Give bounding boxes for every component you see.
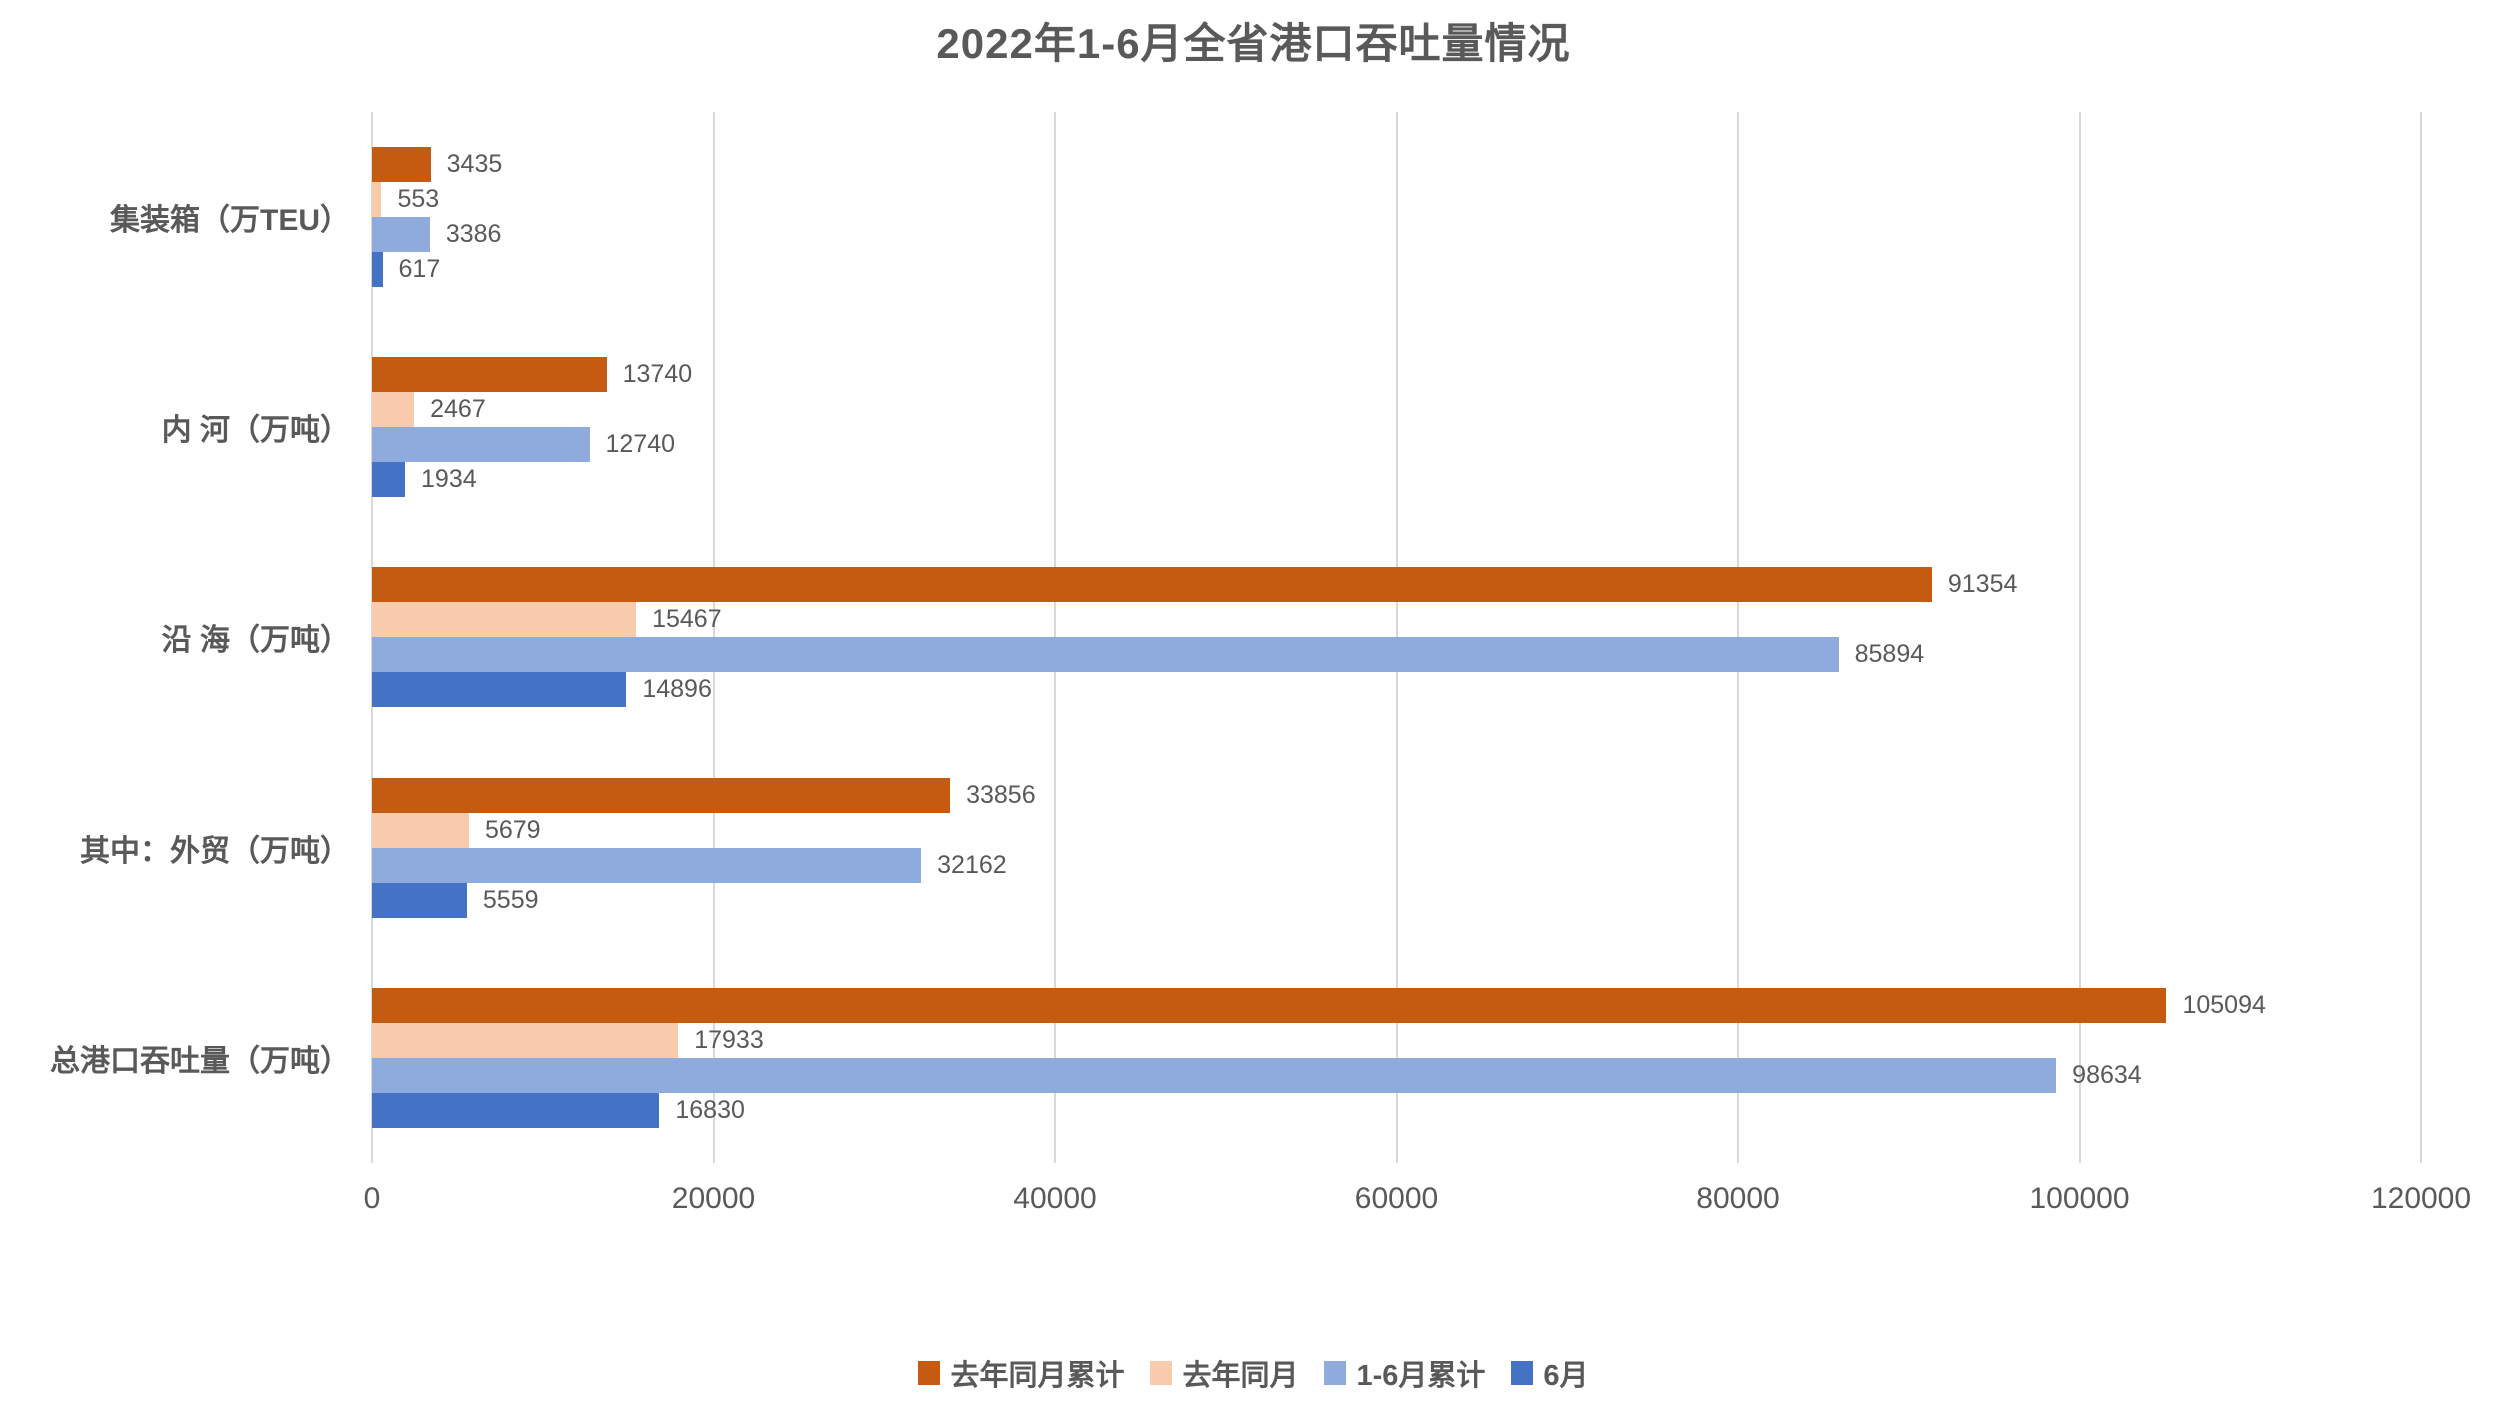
bar: [372, 987, 2167, 1023]
bar-value-label: 16830: [675, 1095, 745, 1124]
legend-label: 去年同月: [1182, 1360, 1299, 1392]
x-tick-label: 120000: [2370, 1182, 2472, 1215]
legend-swatch: [1511, 1361, 1534, 1385]
chart-title: 2022年1-6月全省港口吞吐量情况: [936, 20, 1571, 67]
legend-swatch: [918, 1361, 941, 1385]
legend-label: 去年同月累计: [950, 1360, 1125, 1392]
bar-row: 3386: [372, 217, 2421, 253]
bar-row: 5559: [372, 882, 2421, 918]
bar-group: 91354 15467 85894 14896: [372, 532, 2421, 742]
bar-value-label: 3435: [446, 150, 503, 179]
bar-row: 98634: [372, 1057, 2421, 1093]
legend-item: 1-6月累计: [1324, 1352, 1485, 1394]
category-label: 集装箱（万TEU）: [110, 204, 350, 238]
bar: [372, 462, 406, 498]
x-tick-label: 20000: [671, 1182, 756, 1215]
bar-value-label: 15467: [652, 605, 722, 634]
x-axis-labels: 0 20000 40000 60000 80000 100000 120000: [364, 1182, 2471, 1222]
category-label: 总港口吞吐量（万吨）: [50, 1044, 350, 1078]
bar: [372, 1022, 679, 1058]
bar: [372, 637, 1839, 673]
legend-label: 1-6月累计: [1356, 1360, 1486, 1392]
legend-item: 6月: [1511, 1352, 1589, 1394]
category-labels: 集装箱（万TEU） 内 河（万吨） 沿 海（万吨） 其中：外贸（万吨） 总港口吞吐量（万…: [0, 112, 350, 1163]
bar: [372, 217, 430, 253]
bar-row: 105094: [372, 987, 2421, 1023]
bar-row: 13740: [372, 357, 2421, 393]
bar-value-label: 32162: [937, 850, 1007, 879]
bar: [372, 812, 469, 848]
bar-row: 2467: [372, 392, 2421, 428]
bar-value-label: 1934: [421, 465, 477, 494]
bar: [372, 1092, 660, 1128]
bar-row: 17933: [372, 1022, 2421, 1058]
bar: [372, 392, 415, 428]
legend-item: 去年同月累计: [918, 1352, 1124, 1394]
x-tick-label: 40000: [1013, 1182, 1097, 1215]
bar-value-label: 553: [397, 185, 440, 214]
bar-value-label: 2467: [430, 395, 486, 424]
bar: [372, 1057, 2057, 1093]
bar-value-label: 5559: [482, 885, 539, 914]
bar-group: 13740 2467 12740 1934: [372, 322, 2421, 532]
bar-value-label: 13740: [622, 360, 693, 389]
legend-label: 6月: [1543, 1360, 1589, 1392]
bar: [372, 777, 951, 813]
legend-item: 去年同月: [1150, 1352, 1298, 1394]
x-tick-label: 80000: [1696, 1182, 1780, 1215]
bar: [372, 567, 1932, 603]
x-tick-label: 60000: [1354, 1182, 1439, 1215]
bar-row: 33856: [372, 777, 2421, 813]
bar-row: 617: [372, 252, 2421, 288]
bar-row: 5679: [372, 812, 2421, 848]
bar: [372, 882, 467, 918]
bar-value-label: 5679: [484, 815, 541, 844]
bar: [372, 182, 382, 218]
category-label: 其中：外贸（万吨）: [80, 834, 350, 868]
bar-value-label: 105094: [2182, 990, 2266, 1019]
bar-row: 14896: [372, 672, 2421, 708]
bar-row: 12740: [372, 427, 2421, 463]
legend-swatch: [1150, 1361, 1173, 1385]
bar-value-label: 91354: [1947, 570, 2018, 599]
bar: [372, 602, 637, 638]
bar-group: 3435 553 3386 617: [372, 112, 2421, 322]
bar: [372, 147, 431, 183]
bar-value-label: 17933: [694, 1025, 764, 1054]
x-tick-label: 0: [363, 1182, 381, 1215]
bar-row: 1934: [372, 462, 2421, 498]
bar: [372, 357, 607, 393]
bar-value-label: 14896: [642, 675, 712, 704]
bar-row: 3435: [372, 147, 2421, 183]
plot-area: 3435 553 3386 617 13740 2467 12740 1934 91354 154…: [371, 112, 2422, 1163]
bar: [372, 252, 383, 288]
bar-value-label: 85894: [1854, 640, 1925, 669]
legend: 去年同月累计 去年同月 1-6月累计 6月: [0, 1352, 2507, 1394]
bar-value-label: 12740: [605, 430, 676, 459]
grid-line: [2078, 112, 2081, 1163]
bar-row: 91354: [372, 567, 2421, 603]
bar-group: 105094 17933 98634 16830: [372, 953, 2421, 1163]
bar-row: 16830: [372, 1092, 2421, 1128]
bar: [372, 672, 627, 708]
bar-row: 85894: [372, 637, 2421, 673]
bar-value-label: 3386: [445, 220, 502, 249]
bar-value-label: 617: [398, 255, 441, 284]
category-label: 沿 海（万吨）: [161, 624, 350, 658]
bar-row: 32162: [372, 847, 2421, 883]
bar-row: 15467: [372, 602, 2421, 638]
legend-swatch: [1324, 1361, 1347, 1385]
bar: [372, 847, 922, 883]
category-label: 内 河（万吨）: [161, 414, 350, 448]
bar-value-label: 33856: [966, 780, 1036, 809]
bar: [372, 427, 590, 463]
bar-row: 553: [372, 182, 2421, 218]
x-tick-label: 100000: [2029, 1182, 2130, 1215]
grid-line: [2420, 112, 2422, 1163]
bar-group: 33856 5679 32162 5559: [372, 743, 2421, 953]
bar-value-label: 98634: [2072, 1060, 2142, 1089]
